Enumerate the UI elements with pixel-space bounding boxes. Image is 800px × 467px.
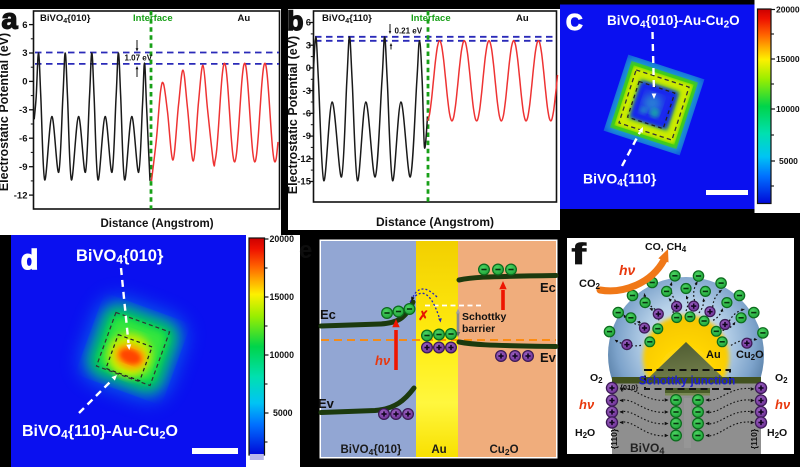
svg-text:Ec: Ec (540, 280, 556, 295)
svg-text:H2O: H2O (767, 427, 787, 440)
svg-text:15000: 15000 (270, 292, 295, 302)
svg-text:Electrostatic Potential (eV): Electrostatic Potential (eV) (286, 36, 300, 194)
svg-text:hν: hν (619, 262, 636, 278)
svg-text:3: 3 (22, 48, 27, 59)
svg-text:Distance (Angstrom): Distance (Angstrom) (376, 215, 494, 229)
svg-text:6: 6 (22, 20, 27, 31)
svg-text:0.21 eV: 0.21 eV (395, 27, 423, 36)
svg-text:Au: Au (238, 13, 251, 24)
svg-text:-3: -3 (19, 105, 27, 116)
svg-text:O2: O2 (775, 372, 788, 385)
svg-text:-12: -12 (297, 154, 311, 165)
svg-text:BiVO4{010}: BiVO4{010} (40, 13, 91, 25)
svg-text:20000: 20000 (270, 234, 295, 244)
svg-text:BiVO4{010}: BiVO4{010} (76, 247, 164, 267)
svg-text:1.07 eV: 1.07 eV (125, 54, 153, 63)
svg-text:barrier: barrier (462, 323, 495, 335)
svg-text:6: 6 (306, 18, 311, 29)
svg-text:0: 0 (306, 63, 311, 74)
svg-text:Ev: Ev (540, 350, 557, 365)
svg-text:BiVO4{110}: BiVO4{110} (583, 171, 657, 190)
svg-text:Ec: Ec (320, 307, 336, 322)
svg-text:5000: 5000 (779, 156, 798, 166)
svg-text:Interface: Interface (411, 13, 451, 24)
svg-text:-6: -6 (303, 109, 311, 120)
svg-text:-15: -15 (297, 177, 311, 188)
svg-text:{110}: {110} (609, 428, 619, 449)
svg-text:BiVO4{110}: BiVO4{110} (322, 13, 372, 25)
svg-text:-9: -9 (19, 162, 27, 173)
svg-text:Ev: Ev (318, 396, 335, 411)
svg-text:Schottky junction: Schottky junction (639, 376, 735, 388)
svg-text:hν: hν (579, 397, 595, 412)
svg-text:BiVO4: BiVO4 (630, 441, 664, 456)
svg-text:10000: 10000 (776, 104, 800, 114)
svg-text:-12: -12 (14, 190, 28, 201)
svg-text:Electrostatic Potential (eV): Electrostatic Potential (eV) (0, 33, 11, 191)
svg-text:Au: Au (516, 13, 529, 24)
svg-text:Schottky: Schottky (462, 311, 507, 323)
svg-text:H2O: H2O (575, 427, 595, 440)
svg-text:hν: hν (375, 353, 391, 368)
svg-text:C: C (566, 9, 583, 35)
svg-text:BiVO4{110}-Au-Cu2O: BiVO4{110}-Au-Cu2O (22, 423, 178, 442)
svg-text:BiVO4{010}: BiVO4{010} (341, 444, 403, 457)
svg-text:0: 0 (22, 77, 27, 88)
svg-text:{110}: {110} (749, 428, 759, 449)
svg-text:Cu2O: Cu2O (489, 444, 518, 457)
svg-text:d: d (21, 244, 38, 275)
svg-text:CO, CH4: CO, CH4 (645, 241, 687, 254)
svg-text:Distance (Angstrom): Distance (Angstrom) (100, 218, 213, 230)
svg-text:10000: 10000 (270, 350, 295, 360)
svg-text:-6: -6 (19, 133, 27, 144)
svg-text:Au: Au (706, 349, 721, 361)
svg-text:b: b (287, 6, 304, 36)
svg-text:-9: -9 (303, 131, 311, 142)
svg-text:Au: Au (431, 444, 446, 456)
svg-text:hν: hν (775, 397, 791, 412)
svg-text:O2: O2 (590, 372, 603, 385)
svg-text:Cu2O: Cu2O (736, 349, 764, 362)
svg-text:-3: -3 (303, 86, 311, 97)
svg-text:15000: 15000 (776, 54, 800, 64)
svg-text:f: f (572, 237, 587, 271)
svg-text:BiVO4{010}-Au-Cu2O: BiVO4{010}-Au-Cu2O (607, 13, 740, 31)
svg-text:5000: 5000 (273, 408, 293, 418)
svg-text:e: e (299, 237, 312, 264)
svg-text:✗: ✗ (418, 308, 429, 323)
svg-text:{010}: {010} (620, 383, 638, 392)
svg-text:CO2: CO2 (579, 278, 601, 291)
svg-text:3: 3 (306, 40, 311, 51)
svg-text:a: a (2, 4, 19, 36)
svg-text:20000: 20000 (776, 5, 800, 15)
svg-text:Interface: Interface (133, 13, 173, 24)
